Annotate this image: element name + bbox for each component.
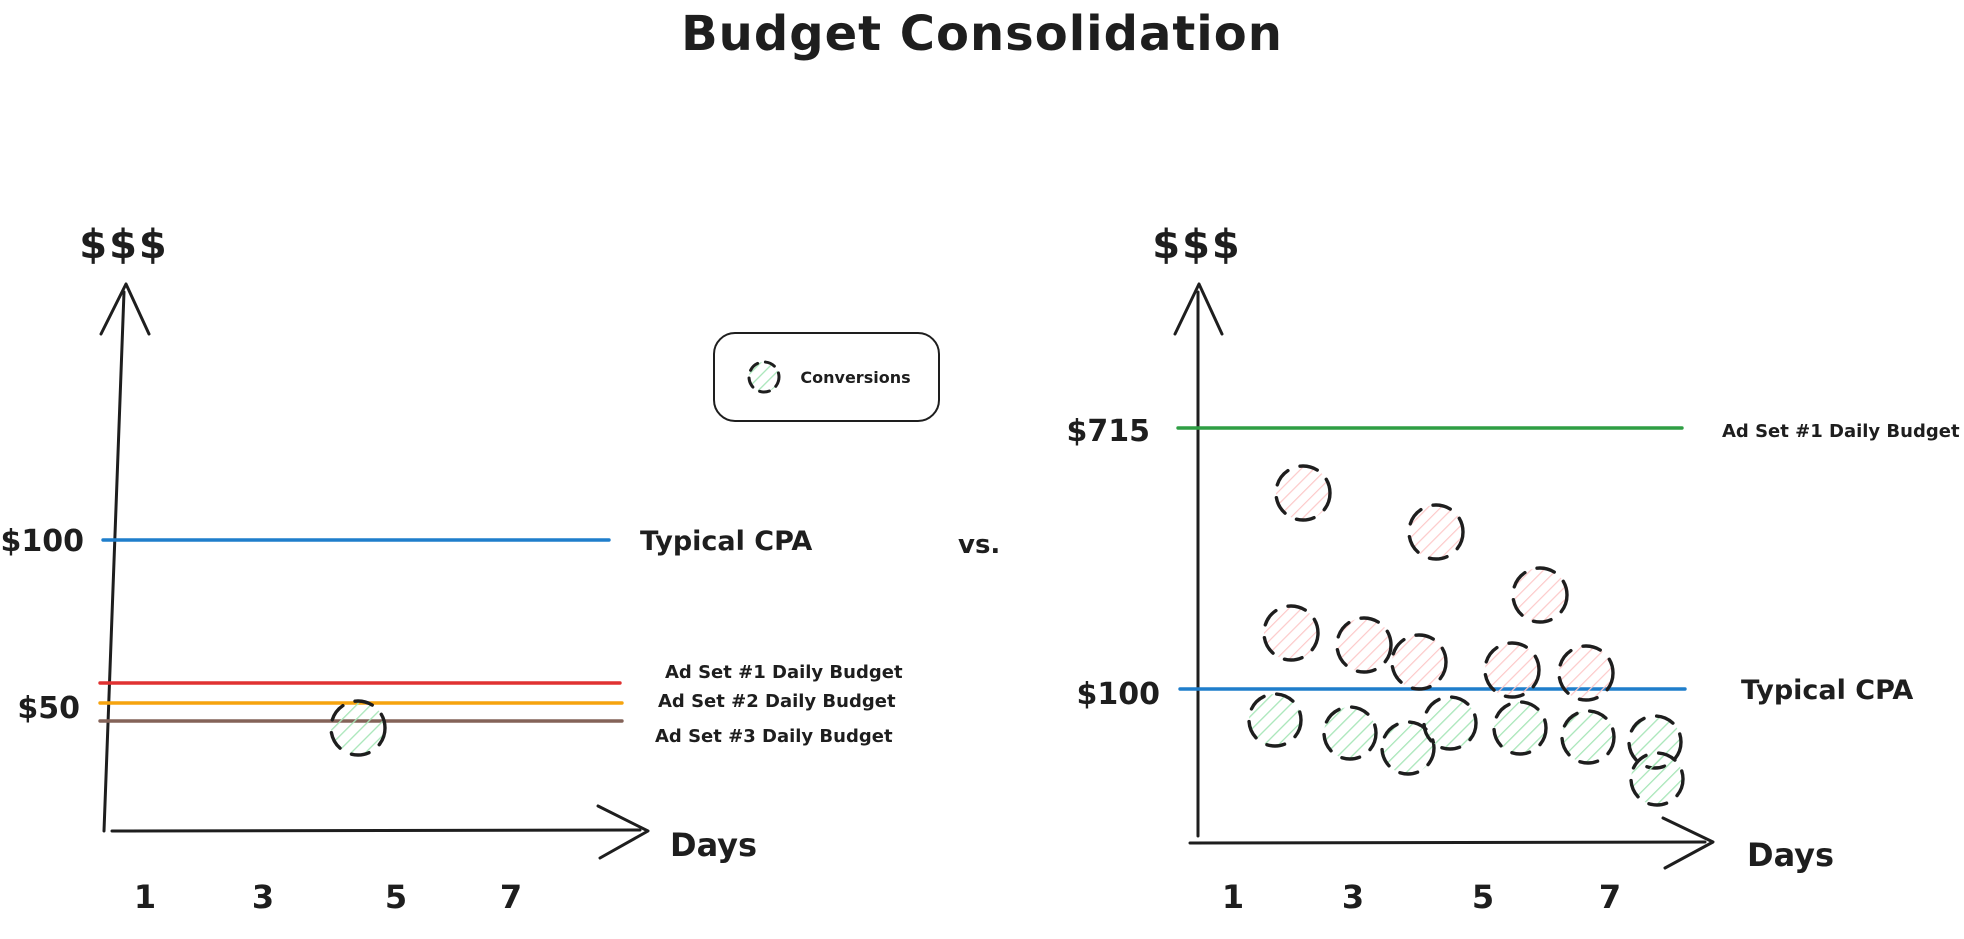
x-tick-label: 7 bbox=[500, 878, 522, 916]
y-axis-arrowhead bbox=[1173, 282, 1224, 336]
conversion-circle-red bbox=[1274, 464, 1332, 522]
conversion-circle-red bbox=[1262, 604, 1320, 662]
conversion-circle-green bbox=[1629, 751, 1685, 807]
x-tick-label: 5 bbox=[385, 878, 407, 916]
conversions-legend: Conversions bbox=[713, 332, 940, 422]
conversion-circle-green bbox=[1422, 695, 1478, 751]
x-axis-arrowhead bbox=[596, 804, 650, 860]
conversion-circle-green bbox=[1560, 709, 1616, 765]
y-axis-title: $$$ bbox=[1152, 222, 1242, 268]
y-tick-label: $50 bbox=[17, 691, 80, 726]
chart-consolidated-ad-set: $$$ Days 1 3 5 7 $715 $100 Ad Set #1 Daily Budge… bbox=[1067, 222, 1960, 916]
conversion-circle-green bbox=[329, 699, 387, 757]
y-tick-label: $715 bbox=[1067, 414, 1151, 449]
conversion-circle-red bbox=[1335, 616, 1393, 674]
conversion-circle-green bbox=[1380, 720, 1436, 776]
x-axis-arrowhead bbox=[1661, 816, 1715, 870]
x-tick-label: 7 bbox=[1599, 878, 1621, 916]
line-label: Ad Set #1 Daily Budget bbox=[665, 662, 903, 683]
line-label: Typical CPA bbox=[1741, 675, 1913, 706]
x-tick-label: 5 bbox=[1472, 878, 1494, 916]
conversion-circle-red bbox=[1407, 503, 1465, 561]
x-axis bbox=[110, 828, 642, 833]
conversion-circle-red bbox=[1483, 641, 1541, 699]
conversion-circle-red bbox=[1390, 633, 1448, 691]
conversion-circle-red bbox=[1511, 566, 1569, 624]
x-tick-label: 1 bbox=[134, 878, 156, 916]
conversion-circle-green bbox=[1492, 700, 1548, 756]
legend-label: Conversions bbox=[800, 367, 911, 387]
x-tick-label: 3 bbox=[1342, 878, 1364, 916]
chart-separate-ad-sets: $$$ Days 1 3 5 7 $100 $50 Typical CPA Ad Set #1 D… bbox=[1, 222, 903, 916]
y-axis bbox=[102, 290, 126, 833]
x-axis-title: Days bbox=[670, 826, 757, 864]
vs-label: vs. bbox=[958, 530, 1001, 560]
conversion-circle-green bbox=[1322, 705, 1378, 761]
x-tick-label: 3 bbox=[252, 878, 274, 916]
x-axis-title: Days bbox=[1747, 836, 1834, 874]
line-label: Ad Set #2 Daily Budget bbox=[658, 691, 896, 712]
diagram-title: Budget Consolidation bbox=[681, 6, 1283, 62]
y-axis-title: $$$ bbox=[79, 222, 169, 268]
y-tick-label: $100 bbox=[1, 524, 85, 559]
conversion-circle-icon bbox=[747, 360, 781, 394]
line-label: Ad Set #3 Daily Budget bbox=[655, 726, 893, 747]
x-axis bbox=[1188, 840, 1707, 845]
x-tick-label: 1 bbox=[1222, 878, 1244, 916]
conversion-circle-red bbox=[1557, 644, 1615, 702]
line-label: Ad Set #1 Daily Budget bbox=[1722, 421, 1960, 442]
line-label: Typical CPA bbox=[640, 526, 812, 557]
y-tick-label: $100 bbox=[1077, 677, 1161, 712]
y-axis-arrowhead bbox=[99, 282, 151, 336]
conversion-circle-green bbox=[1247, 692, 1303, 748]
